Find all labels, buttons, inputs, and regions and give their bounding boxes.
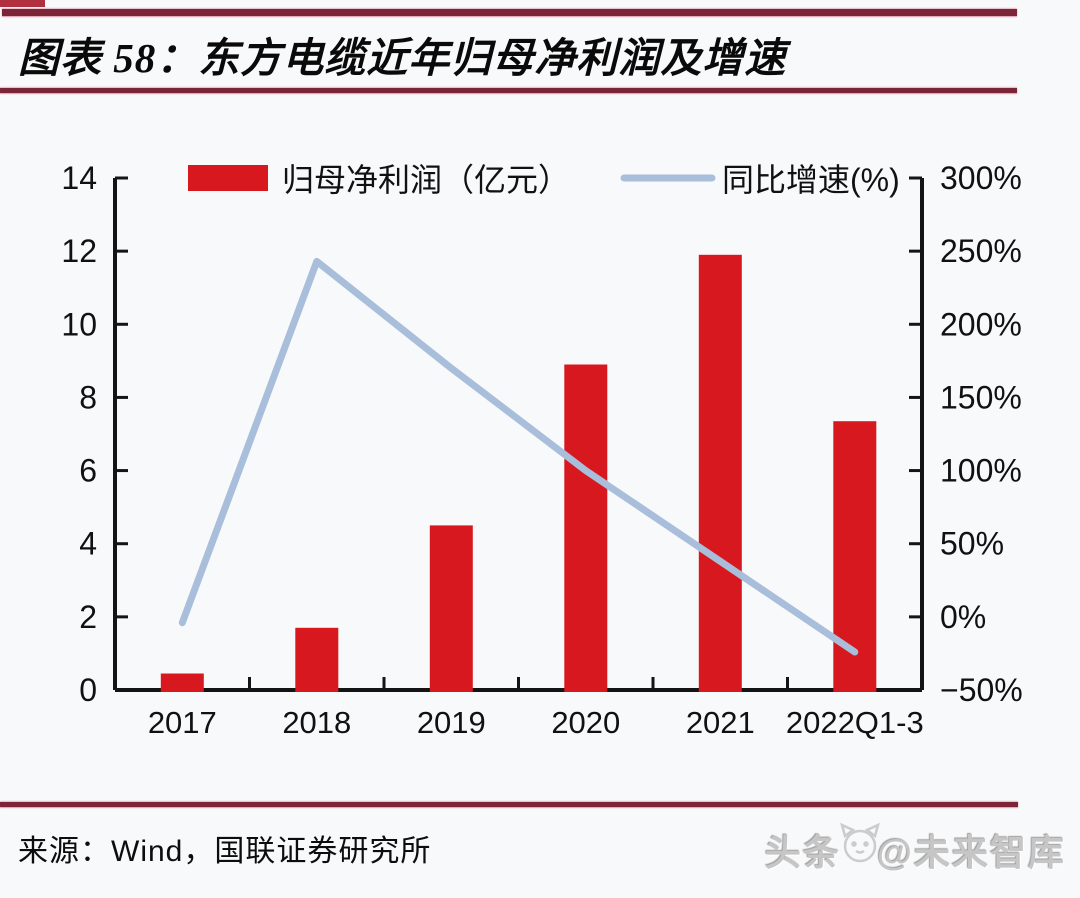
x-axis-label-2019: 2019 xyxy=(417,705,486,740)
bar-2018 xyxy=(295,627,339,692)
chart-title: 图表 58：东方电缆近年归母净利润及增速 xyxy=(18,35,787,81)
x-axis-label-2021: 2021 xyxy=(686,705,755,740)
right-axis-tick-label: 300% xyxy=(940,160,1022,196)
legend-line-label: 同比增速(%) xyxy=(722,162,900,198)
x-axis-label-2018: 2018 xyxy=(282,705,351,740)
right-axis-tick-label: 100% xyxy=(940,453,1022,489)
x-axis-label-2020: 2020 xyxy=(551,705,620,740)
watermark-text-right: @未来智库 xyxy=(876,832,1066,873)
left-axis-tick-label: 0 xyxy=(79,672,97,708)
left-axis-tick-label: 12 xyxy=(61,233,97,269)
left-axis-tick-label: 8 xyxy=(79,379,97,415)
bar-2020 xyxy=(564,364,608,692)
top-divider-rule xyxy=(2,9,1017,16)
legend-bar-swatch xyxy=(188,165,268,191)
left-axis-tick-label: 2 xyxy=(79,599,97,635)
top-left-red-mark xyxy=(0,0,45,7)
right-axis-tick-label: 50% xyxy=(940,526,1004,562)
right-axis-tick-label: 250% xyxy=(940,233,1022,269)
title-divider-rule xyxy=(0,88,1017,93)
cat-doodle-icon xyxy=(839,822,880,863)
left-axis-tick-label: 4 xyxy=(79,526,97,562)
legend-bar-label: 归母净利润（亿元） xyxy=(282,162,570,198)
watermark: 头条 @未来智库 xyxy=(765,822,1066,878)
bar-2019 xyxy=(429,525,473,692)
left-axis-tick-label: 6 xyxy=(79,453,97,489)
bar-2017 xyxy=(160,673,204,692)
left-axis-tick-label: 14 xyxy=(61,160,97,196)
x-axis-label-2022Q1-3: 2022Q1-3 xyxy=(786,705,924,740)
bar-2022Q1-3 xyxy=(833,421,877,692)
source-note: 来源：Wind，国联证券研究所 xyxy=(18,835,432,868)
right-axis-tick-label: 150% xyxy=(940,379,1022,415)
bar-2021 xyxy=(698,254,742,693)
x-axis-label-2017: 2017 xyxy=(148,705,217,740)
growth-line xyxy=(178,257,859,656)
watermark-text-left: 头条 xyxy=(764,832,841,873)
profit-growth-chart: 0 2 4 6 8 10 12 14 300% 250% 200% 150% 100% 50% 0% −50%… xyxy=(61,160,1023,740)
left-axis-tick-label: 10 xyxy=(61,306,97,342)
right-axis-tick-label: 0% xyxy=(940,599,986,635)
right-axis-tick-label: −50% xyxy=(940,672,1023,708)
right-axis-tick-label: 200% xyxy=(940,306,1022,342)
footer-divider-rule xyxy=(0,802,1018,807)
